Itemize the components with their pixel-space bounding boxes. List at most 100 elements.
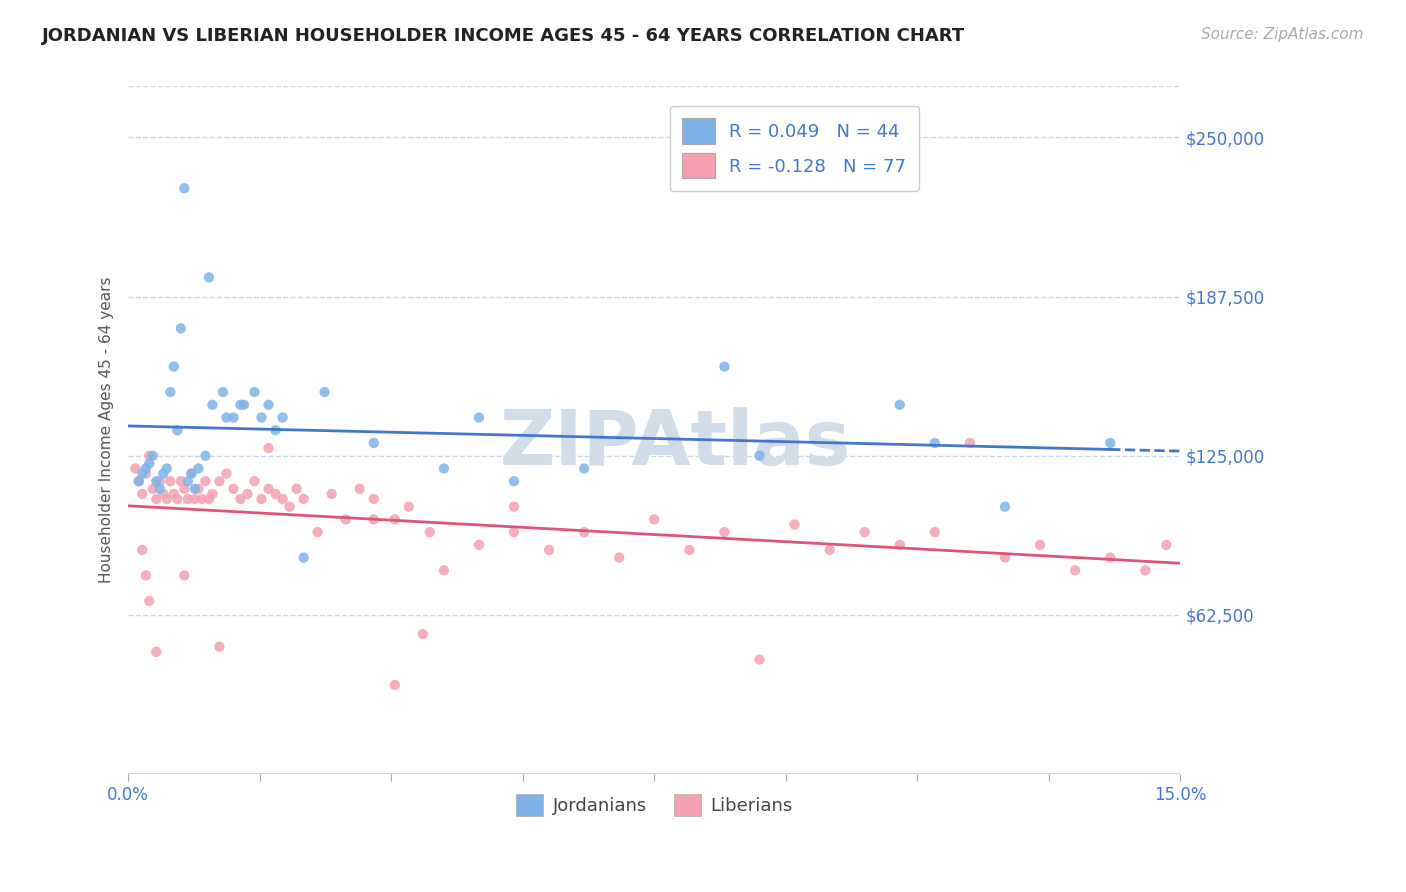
Point (853, 525, 876, 540)
Point (264, 423, 287, 437)
Point (184, 482, 207, 496)
Point (713, 525, 735, 540)
Point (678, 543, 700, 558)
Point (243, 384, 266, 399)
Point (131, 487, 153, 501)
Point (184, 491, 207, 506)
Point (243, 474, 266, 488)
Point (163, 487, 186, 501)
Text: ZIPAtlas: ZIPAtlas (499, 407, 851, 481)
Point (363, 491, 385, 506)
Point (173, 181, 195, 195)
Point (285, 482, 308, 496)
Y-axis label: Householder Income Ages 45 - 64 years: Householder Income Ages 45 - 64 years (100, 277, 114, 583)
Point (142, 449, 165, 463)
Point (412, 627, 434, 641)
Point (607, 550, 630, 565)
Point (257, 482, 280, 496)
Point (889, 538, 911, 552)
Point (173, 482, 195, 496)
Point (159, 384, 181, 399)
Legend: Jordanians, Liberians: Jordanians, Liberians (509, 787, 800, 823)
Point (156, 491, 179, 506)
Point (152, 467, 174, 481)
Point (572, 461, 595, 475)
Point (994, 500, 1017, 514)
Text: Source: ZipAtlas.com: Source: ZipAtlas.com (1201, 27, 1364, 42)
Point (321, 487, 343, 501)
Point (433, 563, 456, 577)
Point (335, 512, 357, 526)
Point (180, 467, 202, 481)
Point (959, 436, 981, 450)
Point (145, 474, 167, 488)
Point (363, 436, 385, 450)
Point (180, 467, 202, 481)
Point (215, 410, 238, 425)
Point (156, 461, 179, 475)
Point (170, 321, 193, 335)
Point (173, 568, 195, 582)
Point (131, 543, 153, 558)
Point (748, 652, 770, 666)
Point (145, 645, 167, 659)
Point (363, 512, 385, 526)
Point (145, 491, 167, 506)
Point (128, 474, 150, 488)
Point (503, 525, 526, 540)
Text: JORDANIAN VS LIBERIAN HOUSEHOLDER INCOME AGES 45 - 64 YEARS CORRELATION CHART: JORDANIAN VS LIBERIAN HOUSEHOLDER INCOME… (42, 27, 966, 45)
Point (135, 467, 157, 481)
Point (159, 474, 181, 488)
Point (278, 500, 301, 514)
Point (201, 487, 224, 501)
Point (924, 436, 946, 450)
Point (292, 550, 315, 565)
Point (1029, 538, 1052, 552)
Point (468, 538, 491, 552)
Point (419, 525, 441, 540)
Point (215, 467, 238, 481)
Point (128, 474, 150, 488)
Point (433, 461, 456, 475)
Point (1135, 563, 1157, 577)
Point (212, 384, 235, 399)
Point (152, 487, 174, 501)
Point (1156, 538, 1178, 552)
Point (194, 449, 217, 463)
Point (138, 456, 160, 470)
Point (138, 594, 160, 608)
Point (166, 423, 188, 437)
Point (292, 491, 315, 506)
Point (384, 512, 406, 526)
Point (889, 398, 911, 412)
Point (1099, 550, 1122, 565)
Point (124, 461, 146, 475)
Point (643, 512, 665, 526)
Point (131, 467, 153, 481)
Point (538, 543, 561, 558)
Point (307, 525, 329, 540)
Point (187, 482, 209, 496)
Point (264, 487, 287, 501)
Point (138, 449, 160, 463)
Point (233, 398, 256, 412)
Point (1099, 436, 1122, 450)
Point (166, 491, 188, 506)
Point (163, 359, 186, 374)
Point (177, 474, 200, 488)
Point (222, 482, 245, 496)
Point (257, 441, 280, 455)
Point (222, 410, 245, 425)
Point (271, 491, 294, 506)
Point (236, 487, 259, 501)
Point (503, 500, 526, 514)
Point (994, 550, 1017, 565)
Point (468, 410, 491, 425)
Point (271, 410, 294, 425)
Point (177, 491, 200, 506)
Point (1064, 563, 1087, 577)
Point (572, 525, 595, 540)
Point (198, 491, 221, 506)
Point (135, 461, 157, 475)
Point (201, 398, 224, 412)
